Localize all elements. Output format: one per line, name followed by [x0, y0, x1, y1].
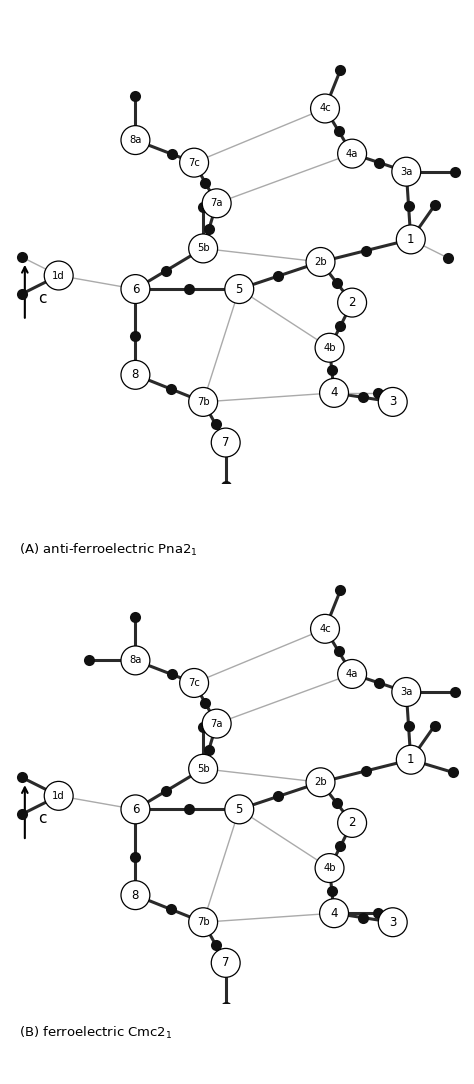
- Text: 8a: 8a: [129, 136, 142, 145]
- Text: 8: 8: [132, 369, 139, 382]
- Circle shape: [121, 126, 150, 155]
- Circle shape: [189, 907, 218, 937]
- Text: 7a: 7a: [210, 198, 223, 208]
- Text: 4c: 4c: [319, 103, 331, 114]
- Circle shape: [310, 615, 339, 643]
- Text: 2: 2: [348, 816, 356, 829]
- Text: 4a: 4a: [346, 149, 358, 158]
- Circle shape: [121, 880, 150, 909]
- Circle shape: [121, 274, 150, 304]
- Text: 1: 1: [407, 753, 415, 766]
- Text: 4a: 4a: [346, 669, 358, 679]
- Text: 3: 3: [389, 396, 396, 409]
- Text: 6: 6: [132, 283, 139, 296]
- Circle shape: [337, 659, 366, 688]
- Text: 5: 5: [236, 803, 243, 816]
- Text: 4c: 4c: [319, 623, 331, 634]
- Circle shape: [44, 782, 73, 810]
- Circle shape: [121, 795, 150, 824]
- Circle shape: [396, 225, 425, 254]
- Text: 8: 8: [132, 889, 139, 902]
- Circle shape: [396, 746, 425, 774]
- Circle shape: [44, 261, 73, 289]
- Circle shape: [378, 387, 407, 416]
- Text: 1: 1: [407, 233, 415, 246]
- Circle shape: [319, 899, 348, 928]
- Text: 3a: 3a: [400, 167, 412, 177]
- Circle shape: [202, 189, 231, 218]
- Text: 1d: 1d: [52, 271, 65, 281]
- Circle shape: [337, 139, 366, 168]
- Circle shape: [306, 767, 335, 797]
- Text: (A) anti-ferroelectric Pna2$_1$: (A) anti-ferroelectric Pna2$_1$: [19, 542, 198, 558]
- Circle shape: [211, 948, 240, 978]
- Circle shape: [189, 387, 218, 416]
- Text: 2: 2: [348, 296, 356, 309]
- Text: 7: 7: [222, 956, 229, 969]
- Text: 5b: 5b: [197, 764, 210, 774]
- Circle shape: [392, 678, 421, 707]
- Circle shape: [180, 669, 209, 697]
- Text: c: c: [38, 811, 47, 826]
- Circle shape: [337, 809, 366, 837]
- Circle shape: [189, 234, 218, 263]
- Circle shape: [121, 360, 150, 389]
- Circle shape: [202, 709, 231, 738]
- Circle shape: [211, 428, 240, 457]
- Text: 4b: 4b: [323, 863, 336, 873]
- Text: 5b: 5b: [197, 244, 210, 254]
- Circle shape: [121, 646, 150, 675]
- Text: 7a: 7a: [210, 719, 223, 728]
- Circle shape: [319, 378, 348, 408]
- Circle shape: [392, 157, 421, 186]
- Text: 4: 4: [330, 386, 338, 399]
- Circle shape: [225, 274, 254, 304]
- Text: 5: 5: [236, 283, 243, 296]
- Text: (B) ferroelectric Cmc2$_1$: (B) ferroelectric Cmc2$_1$: [19, 1024, 173, 1041]
- Text: 4b: 4b: [323, 343, 336, 352]
- Text: 3a: 3a: [400, 687, 412, 697]
- Text: 3: 3: [389, 916, 396, 929]
- Circle shape: [378, 907, 407, 937]
- Circle shape: [315, 853, 344, 882]
- Circle shape: [337, 288, 366, 317]
- Text: 4: 4: [330, 906, 338, 919]
- Text: 7c: 7c: [188, 157, 200, 168]
- Circle shape: [189, 754, 218, 784]
- Text: 7: 7: [222, 436, 229, 449]
- Text: c: c: [38, 291, 47, 306]
- Circle shape: [315, 333, 344, 362]
- Circle shape: [180, 149, 209, 177]
- Text: 1d: 1d: [52, 791, 65, 801]
- Text: 8a: 8a: [129, 656, 142, 666]
- Text: 6: 6: [132, 803, 139, 816]
- Text: 7b: 7b: [197, 397, 210, 406]
- Circle shape: [225, 795, 254, 824]
- Circle shape: [310, 94, 339, 122]
- Text: 7b: 7b: [197, 917, 210, 927]
- Text: 2b: 2b: [314, 257, 327, 267]
- Text: 2b: 2b: [314, 777, 327, 787]
- Text: 7c: 7c: [188, 678, 200, 688]
- Circle shape: [306, 247, 335, 276]
